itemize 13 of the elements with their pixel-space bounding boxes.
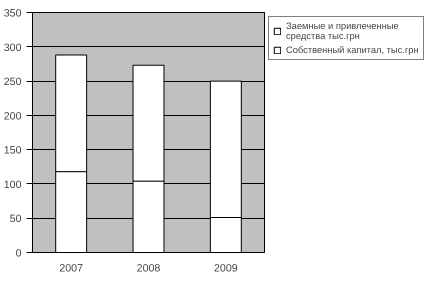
legend-label: Заемные и привлеченные средства тыс.грн	[286, 21, 399, 41]
x-tick-label: 2008	[136, 262, 160, 274]
y-tick-label: 350	[4, 8, 22, 20]
y-tick-label: 200	[4, 110, 22, 122]
x-tick-label: 2009	[214, 262, 238, 274]
y-tick-label: 0	[16, 248, 22, 260]
legend-label: Собственный капитал, тыс.грн	[286, 45, 419, 55]
y-tick-label: 150	[4, 144, 22, 157]
y-tick-label: 250	[4, 76, 22, 88]
y-tick-label: 50	[10, 213, 22, 226]
x-tick-label: 2007	[59, 262, 84, 274]
y-tick-label: 100	[4, 178, 22, 191]
y-tick-label: 300	[4, 42, 22, 54]
